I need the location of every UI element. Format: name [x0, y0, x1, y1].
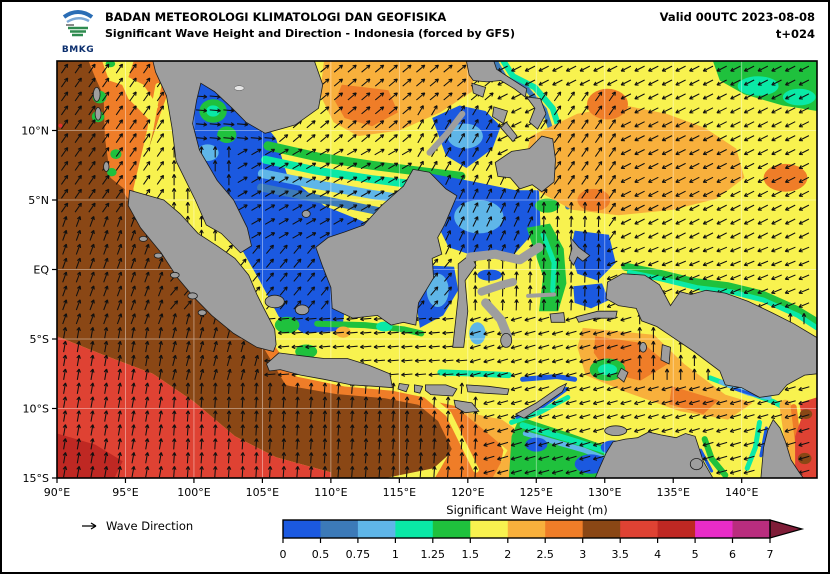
colorbar-tick-label: 2.5	[536, 548, 554, 561]
wave-direction-legend: Wave Direction	[82, 519, 193, 533]
red-marker	[58, 123, 63, 128]
lon-tick-label: 95°E	[112, 486, 138, 499]
colorbar-segment	[357, 520, 396, 538]
forecast-step: t+024	[775, 27, 815, 41]
lon-tick-label: 105°E	[246, 486, 279, 499]
map-plot	[56, 60, 818, 479]
colorbar-segment	[283, 520, 321, 538]
bmkg-logo-text: BMKG	[61, 45, 95, 55]
colorbar-segment	[470, 520, 509, 538]
lat-tick-label: 15°S	[23, 472, 49, 485]
lon-tick-label: 125°E	[520, 486, 553, 499]
bmkg-logo: BMKG	[54, 4, 102, 55]
colorbar-segment	[657, 520, 696, 538]
colorbar-tick-label: 0.75	[346, 548, 371, 561]
agency-title: BADAN METEOROLOGI KLIMATOLOGI DAN GEOFIS…	[105, 10, 447, 24]
colorbar-tick-label: 7	[767, 548, 774, 561]
colorbar-overflow-arrow	[769, 519, 805, 539]
colorbar-segment	[507, 520, 546, 538]
colorbar-segment	[320, 520, 359, 538]
colorbar-tick-label: 6	[729, 548, 736, 561]
colorbar-segment	[545, 520, 584, 538]
colorbar-tick-label: 3.5	[611, 548, 629, 561]
bmkg-logo-icon	[61, 6, 95, 40]
lat-tick-label: 10°S	[23, 403, 49, 416]
colorbar-tick-label: 0.5	[312, 548, 330, 561]
wave-direction-arrows	[60, 63, 810, 478]
lat-tick-label: 5°S	[30, 333, 49, 346]
colorbar-tick-label: 0	[280, 548, 287, 561]
wave-map: 90°E 95°E 100°E 105°E 110°E 115°E 120°E 125°E 13…	[21, 60, 818, 500]
colorbar-tick-label: 1.25	[421, 548, 446, 561]
colorbar-segment	[582, 520, 621, 538]
header-validity: Valid 00UTC 2023-08-08 t+024	[660, 10, 815, 41]
lat-tick-label: 10°N	[21, 125, 49, 138]
colorbar: 0 0.5 0.75 1 1.25 1.5 2 2.5 3 3.5 4 5 6 7	[280, 519, 805, 561]
colorbar-tick-label: 5	[692, 548, 699, 561]
colorbar-segment	[732, 520, 771, 538]
product-title: Significant Wave Height and Direction - …	[105, 27, 516, 40]
tonle-sap-lake	[233, 85, 245, 91]
land-layer	[92, 61, 817, 478]
lon-tick-label: 90°E	[44, 486, 70, 499]
colorbar-tick-label: 1.5	[462, 548, 480, 561]
wave-direction-arrow-icon	[82, 522, 97, 530]
colorbar-segment	[695, 520, 734, 538]
axis-labels: 90°E 95°E 100°E 105°E 110°E 115°E 120°E 125°E 13…	[21, 125, 758, 500]
colorbar-segment	[620, 520, 659, 538]
lon-tick-label: 120°E	[451, 486, 484, 499]
colorbar-title: Significant Wave Height (m)	[446, 503, 607, 517]
colorbar-tick-label: 3	[579, 548, 586, 561]
lon-tick-label: 130°E	[588, 486, 621, 499]
colorbar-segment	[432, 520, 471, 538]
lat-tick-label: 5°N	[28, 194, 49, 207]
lon-tick-label: 110°E	[314, 486, 347, 499]
lon-tick-label: 100°E	[177, 486, 210, 499]
lon-tick-label: 115°E	[383, 486, 416, 499]
colorbar-tick-label: 4	[654, 548, 661, 561]
legend-area: Wave Direction Significant Wave Height (…	[82, 503, 805, 561]
colorbar-tick-label: 1	[392, 548, 399, 561]
lon-tick-label: 135°E	[656, 486, 689, 499]
header-titles: BADAN METEOROLOGI KLIMATOLOGI DAN GEOFIS…	[105, 10, 515, 40]
colorbar-tick-label: 2	[504, 548, 511, 561]
valid-time: Valid 00UTC 2023-08-08	[659, 10, 815, 24]
lon-tick-label: 140°E	[725, 486, 758, 499]
wave-direction-label: Wave Direction	[106, 519, 193, 533]
lat-tick-label: EQ	[33, 264, 49, 277]
colorbar-segment	[395, 520, 434, 538]
